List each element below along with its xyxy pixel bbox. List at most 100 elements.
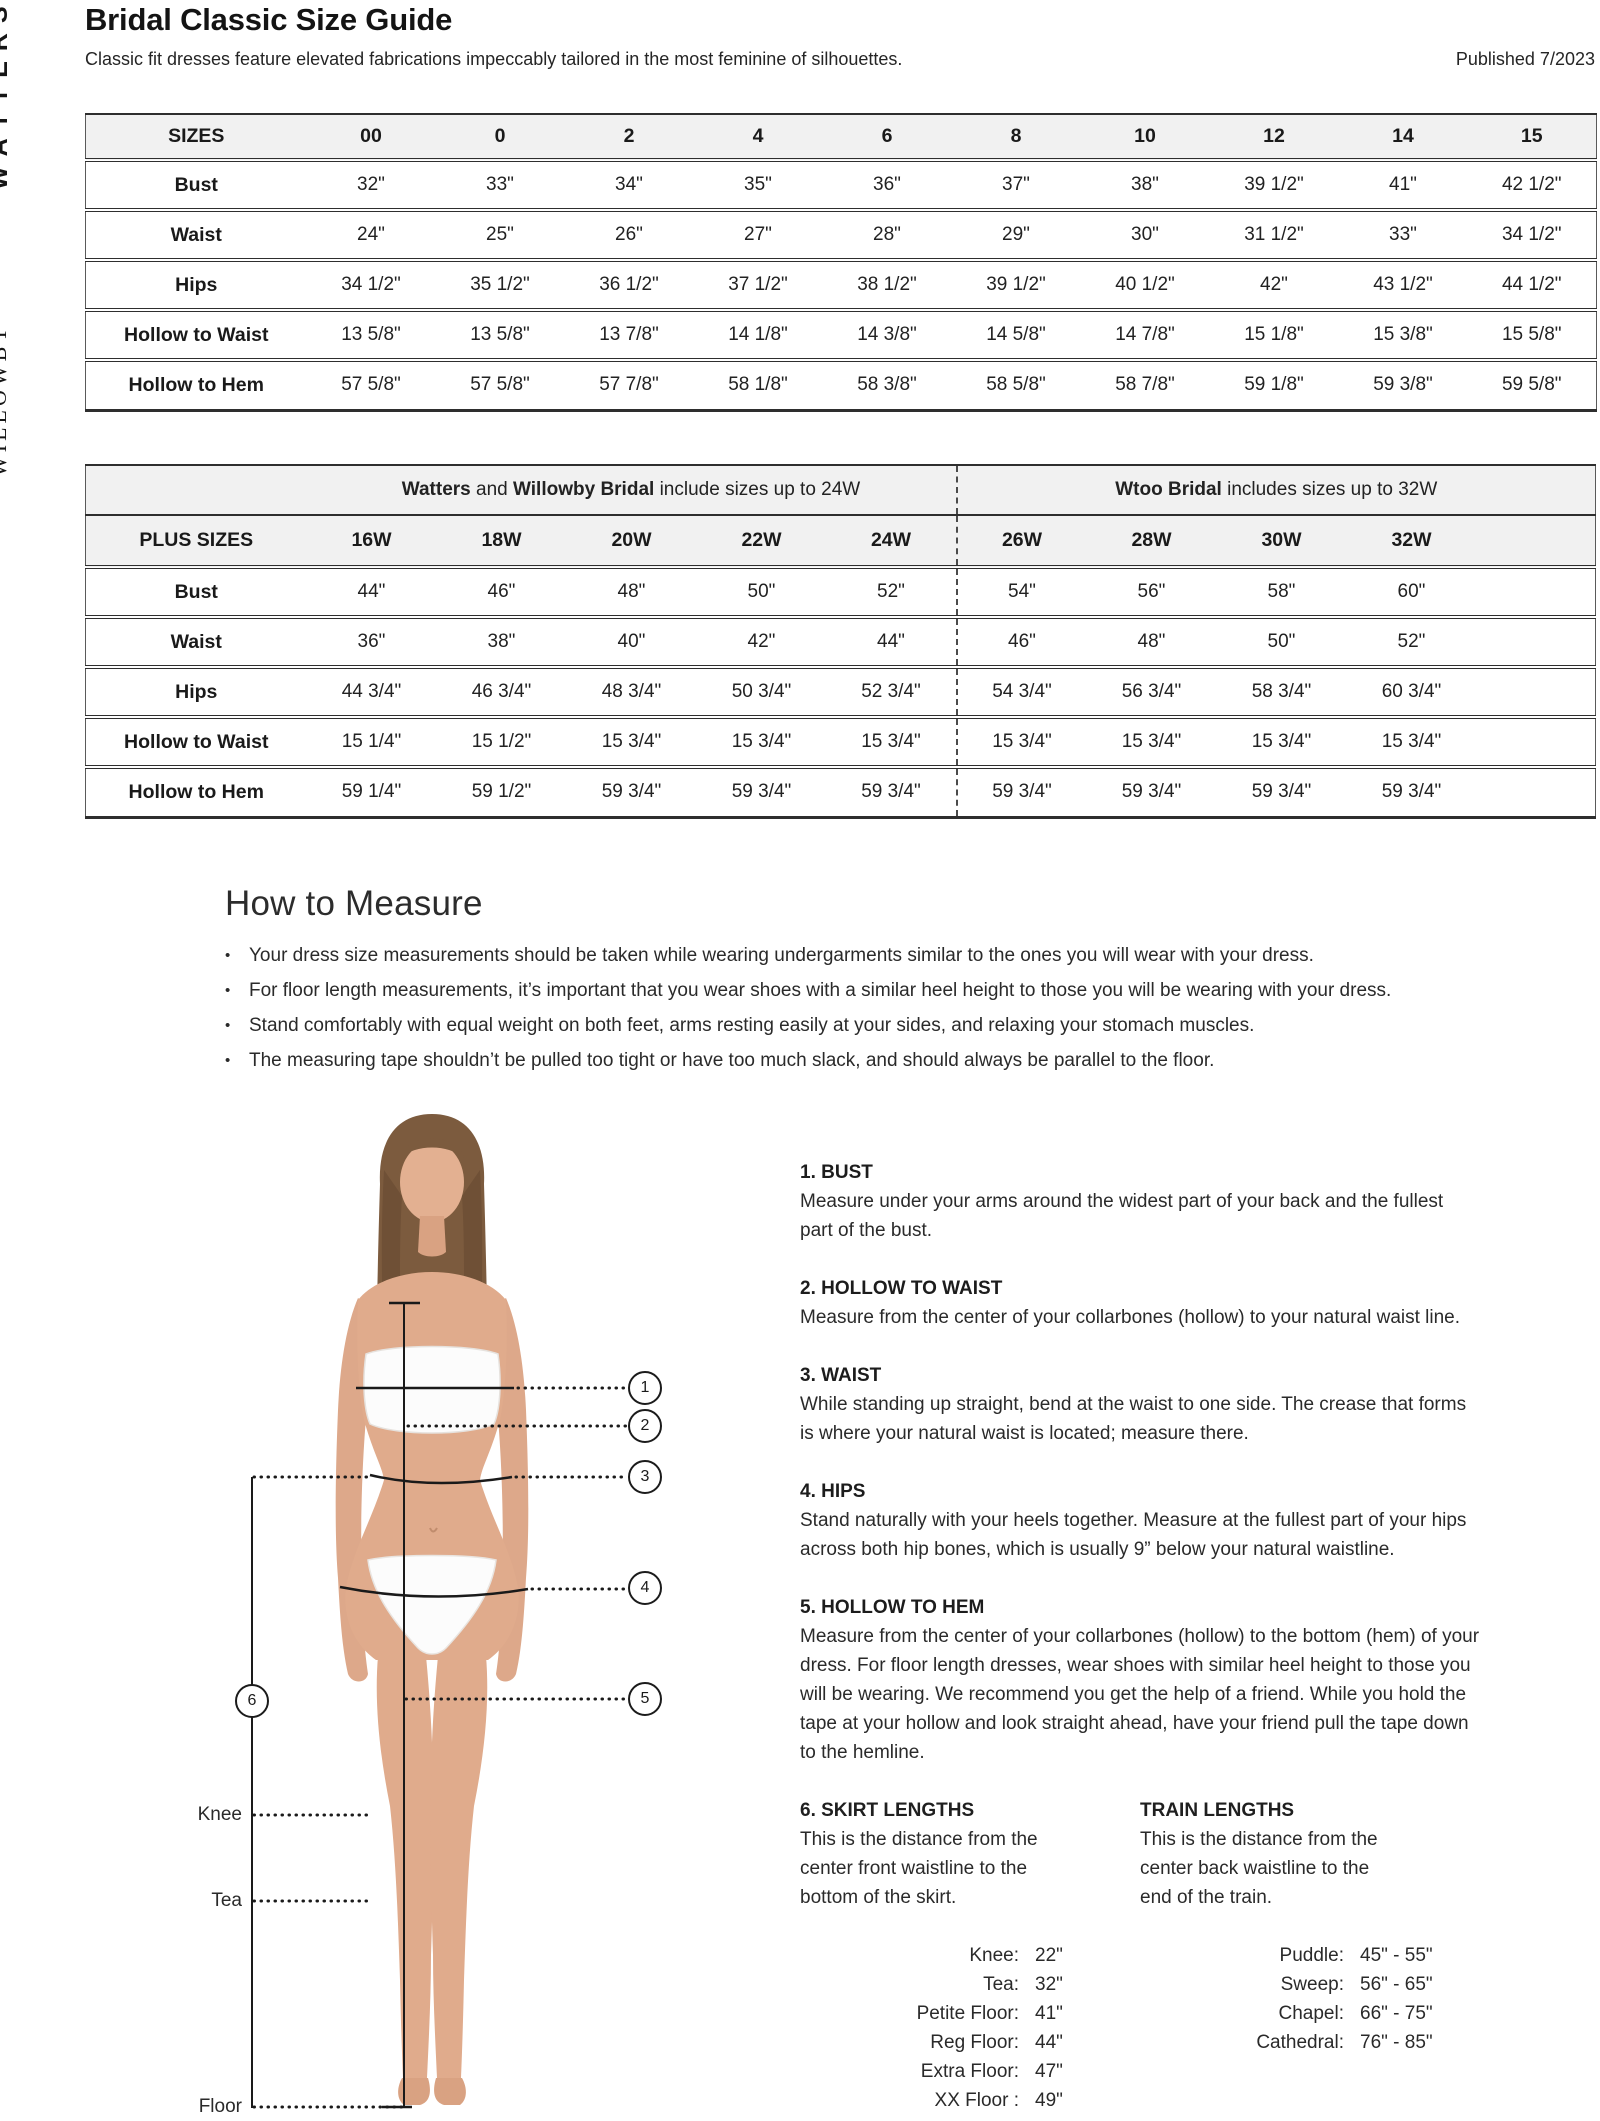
table-cell: 8: [951, 114, 1081, 162]
knee-label: Knee: [197, 1804, 242, 1825]
table-cell: 10: [1080, 114, 1210, 162]
marker-hollow-to-waist: 2: [628, 1409, 662, 1443]
table-cell: 15: [1467, 114, 1597, 162]
row-label: Waist: [85, 617, 307, 669]
table-cell: PLUS SIZES: [85, 515, 307, 569]
row-label: Hollow to Hem: [128, 373, 264, 396]
table-cell: 59 1/4": [341, 781, 402, 803]
table-cell: 57 5/8": [341, 374, 401, 396]
table-cell: 42 1/2": [1467, 160, 1597, 212]
table-cell: 2: [564, 114, 694, 162]
table-cell: 57 7/8": [599, 374, 659, 396]
row-label: Waist: [85, 210, 307, 262]
list-label: Cathedral:: [1256, 2032, 1344, 2053]
list-value: 45" - 55": [1360, 1945, 1433, 1966]
row-label: Bust: [85, 567, 307, 619]
table-cell: 38 1/2": [822, 260, 952, 312]
table-cell: 33": [435, 160, 565, 212]
band-plain-text: include sizes up to 24W: [654, 479, 861, 500]
table-cell: 30": [1080, 210, 1210, 262]
list-value: 22": [1035, 1945, 1063, 1966]
model-leg-left: [376, 1656, 434, 2078]
table-cell: 15 1/8": [1209, 310, 1339, 362]
table-cell: 18W: [436, 515, 567, 569]
table-cell: 35 1/2": [435, 260, 565, 312]
table-row-hips: Hips 34 1/2" 35 1/2" 36 1/2" 37 1/2" 38 …: [85, 260, 1597, 312]
table-cell: 37": [951, 160, 1081, 212]
bullet-text: The measuring tape shouldn’t be pulled t…: [249, 1050, 1215, 1071]
table-cell: 15 3/4": [1086, 717, 1217, 769]
table-cell: 27": [693, 210, 823, 262]
table-cell-empty: [1477, 767, 1596, 817]
table-row-bust: Bust 44" 46" 48" 50" 52" 54" 56" 58" 60": [85, 567, 1596, 619]
table-cell: 24W: [826, 515, 957, 569]
table-cell: 40": [566, 617, 697, 669]
list-label: XX Floor :: [934, 2090, 1019, 2111]
band-bold-text: Watters: [401, 479, 471, 500]
plus-size-table: Watters and Willowby Bridal include size…: [85, 464, 1596, 819]
table-cell: 24": [306, 210, 436, 262]
table-cell: 59 3/8": [1373, 374, 1433, 396]
table-cell: 16W: [306, 515, 437, 569]
table-cell: 46 3/4": [436, 667, 567, 719]
list-label: Tea:: [983, 1974, 1019, 1995]
page-subtitle: Classic fit dresses feature elevated fab…: [85, 49, 903, 69]
skirt-lengths-text: This is the distance from the center fro…: [800, 1829, 1038, 1908]
row-label: Hollow to Waist: [85, 717, 307, 769]
table-cell: 14 7/8": [1080, 310, 1210, 362]
table-cell: 42": [1209, 260, 1339, 312]
table-row-hollow-to-waist: Hollow to Waist 15 1/4" 15 1/2" 15 3/4" …: [85, 717, 1596, 769]
table-cell-empty: [1476, 667, 1596, 719]
bullet-text: Stand comfortably with equal weight on b…: [249, 1015, 1255, 1036]
plus-table-band-row: Watters and Willowby Bridal include size…: [85, 465, 1596, 516]
how-to-measure-heading: How to Measure: [225, 884, 483, 923]
table-cell: 34 1/2": [306, 260, 436, 312]
step-bust: 1. BUST Measure under your arms around t…: [800, 1158, 1490, 1245]
table-cell: 59 3/4": [1121, 781, 1182, 803]
table-cell: 6: [822, 114, 952, 162]
step-title: 2. HOLLOW TO WAIST: [800, 1278, 1003, 1299]
table-cell: 50": [1216, 617, 1347, 669]
skirt-lengths-section: 6. SKIRT LENGTHS This is the distance fr…: [800, 1796, 1140, 2115]
bullet-item: • Your dress size measurements should be…: [225, 938, 1535, 973]
model-leg-right: [430, 1656, 488, 2078]
table-cell: 60": [1346, 567, 1477, 619]
table-cell: 58 5/8": [986, 374, 1046, 396]
published-date: Published 7/2023: [1455, 49, 1595, 69]
table-cell: 15 3/4": [566, 717, 697, 769]
table-cell: 58 3/8": [857, 374, 917, 396]
bullet-icon: •: [225, 1052, 231, 1069]
step-text: Measure under your arms around the wides…: [800, 1191, 1444, 1241]
how-to-measure-section: How to Measure • Your dress size measure…: [225, 884, 1535, 1078]
list-label: Petite Floor:: [916, 2003, 1019, 2024]
bullet-icon: •: [225, 1017, 231, 1034]
list-value: 47": [1035, 2061, 1063, 2082]
table-cell: 44 3/4": [306, 667, 437, 719]
table-cell: 30W: [1216, 515, 1347, 569]
table-cell: 59 1/8": [1244, 374, 1304, 396]
table-cell: 0: [435, 114, 565, 162]
bullet-icon: •: [225, 947, 231, 964]
step-hollow-to-waist: 2. HOLLOW TO WAIST Measure from the cent…: [800, 1274, 1490, 1332]
table-cell: 58 7/8": [1115, 374, 1175, 396]
row-label: Bust: [85, 160, 307, 212]
table-cell: 25": [435, 210, 565, 262]
row-label: Hollow to Waist: [85, 310, 307, 362]
table-row-hollow-to-hem: Hollow to Hem 59 1/4" 59 1/2" 59 3/4" 59…: [86, 767, 1596, 817]
table-cell: 39 1/2": [1209, 160, 1339, 212]
table-cell: 44": [306, 567, 437, 619]
table-cell-empty: [1476, 515, 1596, 569]
table-cell: 15 5/8": [1467, 310, 1597, 362]
marker-waist: 3: [628, 1460, 662, 1494]
list-value: 66" - 75": [1360, 2003, 1433, 2024]
band-watters-willowby: Watters and Willowby Bridal include size…: [306, 465, 957, 516]
table-cell-empty: [85, 465, 307, 516]
table-cell: 4: [693, 114, 823, 162]
table-cell: 54": [955, 567, 1087, 619]
list-label: Reg Floor:: [930, 2032, 1019, 2053]
list-value: 44": [1035, 2032, 1063, 2053]
table-cell: 58 1/8": [728, 374, 788, 396]
table-cell: 42": [696, 617, 827, 669]
table-cell: 15 3/4": [696, 717, 827, 769]
